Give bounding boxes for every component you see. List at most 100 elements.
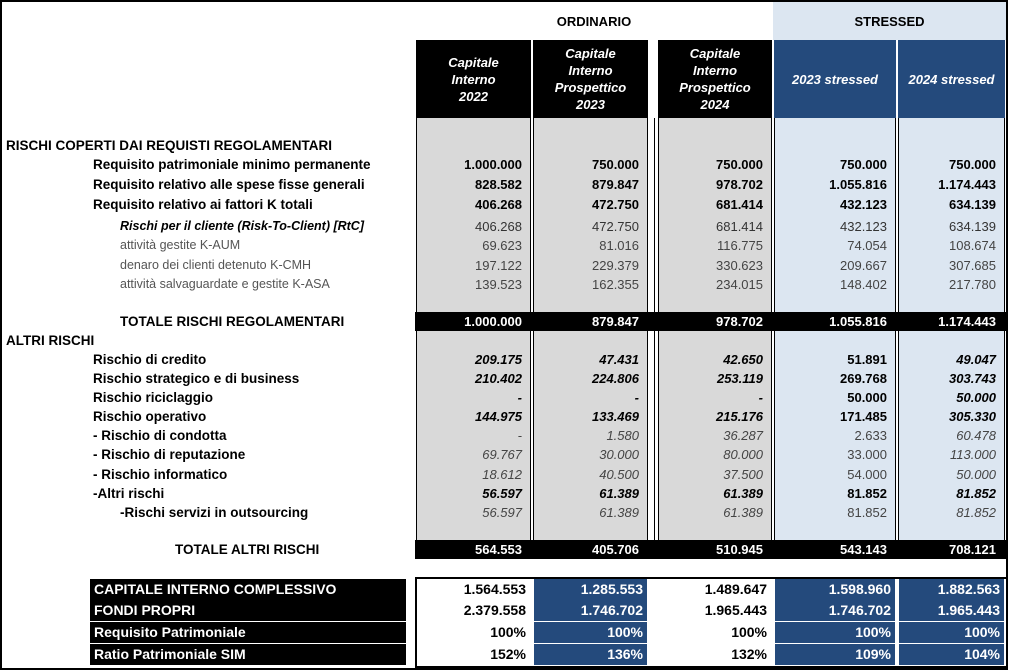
total-row-bar [415,312,1006,331]
summary-value: 1.489.647 [659,579,771,600]
column-header-4: 2023 stressed [774,40,896,118]
cell-value: 49.047 [956,352,996,367]
summary-label: FONDI PROPRI [90,600,406,621]
cell-value: 634.139 [949,197,996,212]
cell-value: - [634,390,639,405]
summary-value: 1.285.553 [534,579,647,600]
cell-value: 197.122 [475,258,522,273]
cell-value: 50.000 [956,390,996,405]
cell-value: 750.000 [840,157,887,172]
cell-value: 224.806 [592,371,639,386]
cell-value: 681.414 [716,197,763,212]
cell-value: 406.268 [475,219,522,234]
row-label: Requisito relativo ai fattori K totali [93,197,313,212]
cell-value: 113.000 [949,447,996,462]
cell-value: 472.750 [592,197,639,212]
cell-value: 30.000 [599,447,639,462]
cell-value: 209.175 [475,352,522,367]
ordinario-header: ORDINARIO [556,14,632,29]
cell-value: 50.000 [847,390,887,405]
column-header-line: Interno [692,63,738,78]
summary-value: 1.746.702 [775,600,895,621]
cell-value: 69.767 [482,447,522,462]
cell-value: 229.379 [592,258,639,273]
cell-value: 510.945 [716,542,763,557]
cell-value: 564.553 [475,542,522,557]
cell-value: 74.054 [847,238,887,253]
cell-value: 405.706 [592,542,639,557]
column-header-line: 2022 [459,88,488,104]
summary-label: Requisito Patrimoniale [90,622,406,643]
cell-value [415,331,532,350]
column-header-1: Capitale Interno 2022 [416,40,531,118]
cell-value [532,331,649,350]
cell-value: 330.623 [716,258,763,273]
cell-value: 1.000.000 [464,157,522,172]
cell-value: 81.852 [847,486,887,501]
row-label: denaro dei clienti detenuto K-CMH [120,258,312,272]
cell-value: 879.847 [592,314,639,329]
cell-value: 171.485 [840,409,887,424]
cell-value: 269.768 [840,371,887,386]
stressed-header: STRESSED [854,14,925,29]
summary-value: 100% [417,622,530,643]
cell-value: 56.597 [482,486,522,501]
cell-value [657,331,773,350]
row-label: -Rischi servizi in outsourcing [120,505,309,520]
cell-value: 61.389 [599,486,639,501]
cell-value: 148.402 [840,277,887,292]
summary-value: 1.882.563 [899,579,1004,600]
cell-value: 144.975 [475,409,522,424]
cell-value: 634.139 [949,219,996,234]
cell-value: 60.478 [956,428,996,443]
cell-value: 80.000 [723,447,763,462]
column-separator [647,118,655,558]
row-label: Rischio operativo [93,409,207,424]
cell-value: - [517,390,522,405]
cell-value: 36.287 [723,428,763,443]
summary-value: 1.598.960 [775,579,895,600]
column-header-2: Capitale Interno Prospettico 2023 [533,40,648,118]
row-label: Rischi per il cliente (Risk-To-Client) [… [120,219,365,233]
cell-value [415,137,532,155]
row-label: - Rischio di condotta [93,428,227,443]
cell-value: 42.650 [723,352,763,367]
stressed-header-band [773,2,1006,40]
summary-value: 100% [775,622,895,643]
cell-value [773,331,897,350]
cell-value: 133.469 [592,409,639,424]
row-label: -Altri rischi [93,486,165,501]
cell-value: 978.702 [716,314,763,329]
row-label: TOTALE ALTRI RISCHI [175,542,320,557]
summary-value: 132% [659,644,771,665]
cell-value: 40.500 [599,467,639,482]
summary-value: 100% [659,622,771,643]
cell-value: 217.780 [949,277,996,292]
cell-value: 210.402 [475,371,522,386]
column-header-text: Capitale Interno Prospettico 2024 [679,45,751,113]
column-header-line: Interno [451,71,496,87]
column-body-4 [774,118,896,558]
cell-value: 750.000 [716,157,763,172]
cell-value: 750.000 [592,157,639,172]
summary-value: 1.564.553 [417,579,530,600]
cell-value: 432.123 [840,219,887,234]
cell-value: 750.000 [949,157,996,172]
row-label: Rischio di credito [93,352,207,367]
cell-value [897,137,1006,155]
column-header-5: 2024 stressed [898,40,1005,118]
column-header-line: Prospettico [679,80,751,95]
cell-value: 18.612 [482,467,522,482]
column-header-line: 2024 [700,97,730,112]
cell-value: 81.852 [956,486,996,501]
cell-value: 406.268 [475,197,522,212]
cell-value: 1.055.816 [829,314,887,329]
cell-value: 978.702 [716,177,763,192]
cell-value: 54.000 [847,467,887,482]
cell-value: 253.119 [716,371,763,386]
cell-value: 61.389 [723,486,763,501]
cell-value: 303.743 [949,371,996,386]
column-header-line: Capitale [448,54,499,70]
summary-value: 152% [417,644,530,665]
cell-value: 305.330 [949,409,996,424]
